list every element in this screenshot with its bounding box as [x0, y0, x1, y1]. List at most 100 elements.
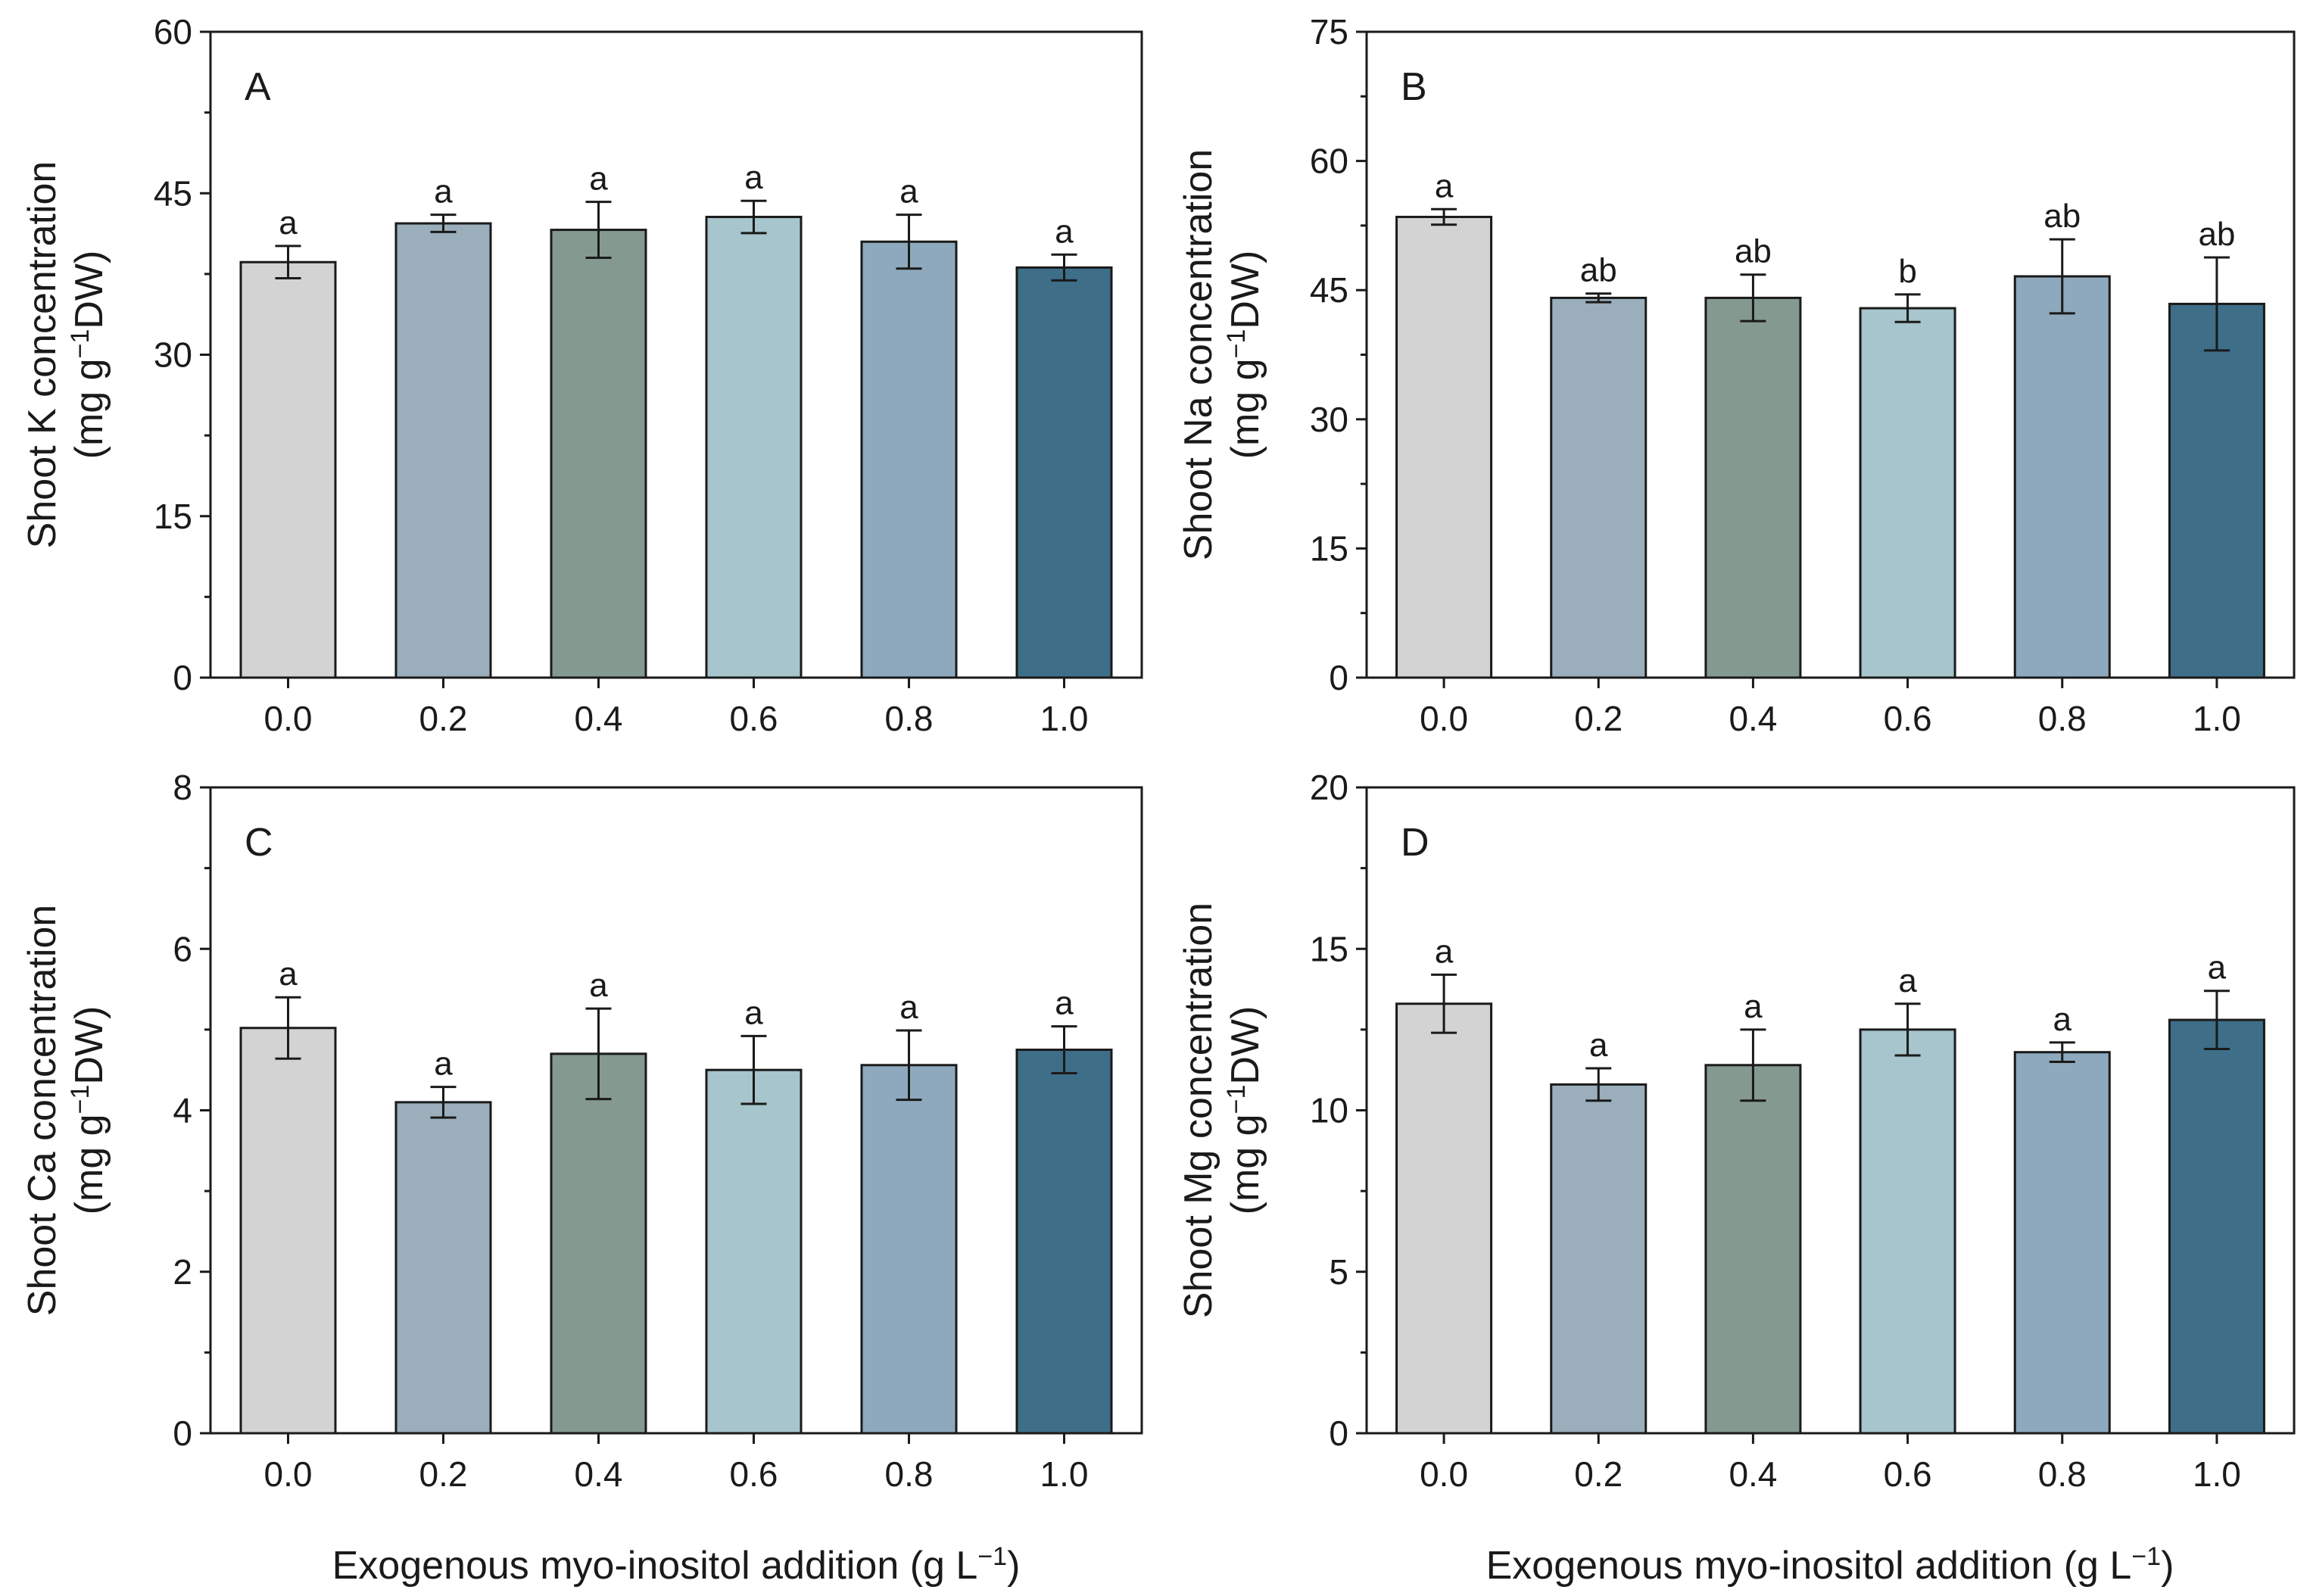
significance-label-a-3: a: [744, 159, 763, 196]
x-tick-label-b-5: 1.0: [2193, 699, 2241, 738]
y-tick-label-d: 15: [1310, 929, 1348, 968]
x-tick-label-a-3: 0.6: [730, 699, 778, 738]
panel-b: 0 15 30 45 60 75 a 0.0 ab 0.2 ab 0.4 b 0.6 ab 0.8 ab 1.0 B…: [1177, 12, 2296, 738]
x-axis-label-right: Exogenous myo-inositol addition (g L−1): [1486, 1542, 2174, 1588]
plot-frame-c: [209, 786, 1143, 1435]
y-axis-unit-c: (mg g−1DW): [66, 1006, 111, 1215]
x-tick-label-c-3: 0.6: [730, 1454, 778, 1494]
bar-a-3: [705, 216, 803, 679]
bar-c-0: [239, 1027, 337, 1435]
y-axis-label-d: Shoot Mg concentration: [1177, 902, 1220, 1318]
x-tick-label-a-0: 0.0: [264, 699, 313, 738]
y-tick-label-b: 60: [1310, 142, 1348, 181]
x-tick-label-c-5: 1.0: [1040, 1454, 1089, 1494]
significance-label-c-0: a: [279, 955, 298, 993]
x-tick-label-d-1: 0.2: [1574, 1454, 1623, 1494]
x-tick-label-b-4: 0.8: [2038, 699, 2087, 738]
x-tick-label-b-3: 0.6: [1884, 699, 1932, 738]
bar-b-4: [2013, 275, 2111, 679]
significance-label-b-0: a: [1435, 167, 1454, 204]
y-tick-label-d: 20: [1310, 768, 1348, 807]
panel-letter-a: A: [245, 65, 271, 109]
significance-label-b-3: b: [1898, 253, 1916, 290]
bar-c-1: [394, 1101, 492, 1435]
panel-letter-b: B: [1401, 65, 1427, 109]
y-axis-label-a: Shoot K concentration: [20, 161, 64, 549]
x-axis-label-left: Exogenous myo-inositol addition (g L−1): [332, 1542, 1021, 1588]
bar-a-1: [394, 222, 492, 679]
significance-label-d-4: a: [2053, 1001, 2072, 1038]
bar-d-3: [1859, 1028, 1956, 1435]
y-tick-label-b: 30: [1310, 400, 1348, 439]
panel-letter-c: C: [245, 821, 273, 865]
y-tick-label-d: 10: [1310, 1091, 1348, 1130]
y-tick-label-a: 45: [154, 173, 192, 213]
x-tick-label-b-2: 0.4: [1729, 699, 1777, 738]
significance-label-c-5: a: [1055, 985, 1074, 1022]
bar-d-4: [2013, 1051, 2111, 1435]
x-tick-label-c-4: 0.8: [885, 1454, 934, 1494]
significance-label-a-1: a: [434, 173, 453, 210]
x-tick-label-d-3: 0.6: [1884, 1454, 1932, 1494]
bar-b-5: [2168, 302, 2265, 679]
y-axis-unit-a: (mg g−1DW): [66, 251, 111, 460]
y-tick-label-c: 4: [173, 1091, 192, 1130]
significance-label-a-4: a: [899, 173, 918, 210]
bar-a-2: [550, 229, 647, 679]
y-tick-label-a: 30: [154, 335, 192, 375]
significance-label-c-4: a: [899, 989, 918, 1026]
bar-c-2: [550, 1052, 647, 1435]
y-axis-unit-b: (mg g−1DW): [1222, 251, 1267, 460]
y-tick-label-c: 2: [173, 1252, 192, 1292]
x-tick-label-d-5: 1.0: [2193, 1454, 2241, 1494]
x-tick-label-a-2: 0.4: [575, 699, 623, 738]
bar-b-1: [1550, 296, 1648, 679]
plot-frame-d: [1365, 786, 2296, 1435]
significance-label-d-0: a: [1435, 933, 1454, 970]
significance-label-a-5: a: [1055, 213, 1074, 250]
significance-label-b-4: ab: [2043, 198, 2081, 235]
plot-frame-a: [209, 30, 1143, 679]
bar-b-3: [1859, 307, 1956, 679]
significance-label-b-5: ab: [2198, 216, 2235, 253]
x-tick-label-d-2: 0.4: [1729, 1454, 1777, 1494]
bar-c-5: [1015, 1049, 1113, 1435]
bar-d-1: [1550, 1083, 1648, 1435]
bar-d-2: [1704, 1064, 1802, 1435]
plot-frame-b: [1365, 30, 2296, 679]
y-axis-label-b: Shoot Na concentration: [1177, 149, 1220, 560]
y-tick-label-a: 0: [173, 658, 192, 697]
significance-label-c-1: a: [434, 1046, 453, 1083]
panel-a: 0 15 30 45 60 a 0.0 a 0.2 a 0.4 a 0.6 a 0.8 a 1.0 A Shoot …: [20, 12, 1143, 738]
x-tick-label-b-0: 0.0: [1420, 699, 1468, 738]
significance-label-b-2: ab: [1735, 233, 1772, 270]
y-tick-label-b: 0: [1329, 658, 1348, 697]
y-tick-label-a: 15: [154, 497, 192, 536]
x-tick-label-c-0: 0.0: [264, 1454, 313, 1494]
y-tick-label-c: 8: [173, 768, 192, 807]
y-tick-label-c: 0: [173, 1414, 192, 1453]
x-tick-label-d-4: 0.8: [2038, 1454, 2087, 1494]
x-tick-label-d-0: 0.0: [1420, 1454, 1468, 1494]
bar-b-0: [1395, 216, 1493, 679]
bar-a-5: [1015, 266, 1113, 679]
bar-b-2: [1704, 296, 1802, 679]
y-tick-label-b: 45: [1310, 270, 1348, 310]
significance-label-d-1: a: [1589, 1027, 1608, 1064]
significance-label-b-1: ab: [1580, 252, 1617, 289]
significance-label-d-3: a: [1898, 962, 1917, 999]
significance-label-a-0: a: [279, 204, 298, 242]
x-tick-label-a-5: 1.0: [1040, 699, 1089, 738]
significance-label-d-5: a: [2208, 949, 2227, 987]
bar-a-0: [239, 260, 337, 679]
y-tick-label-a: 60: [154, 12, 192, 51]
bar-c-4: [860, 1064, 958, 1435]
panel-c: 0 2 4 6 8 a 0.0 a 0.2 a 0.4 a 0.6 a 0.8 a 1.0 C Shoot Ca c…: [20, 768, 1143, 1494]
significance-label-d-2: a: [1744, 988, 1763, 1025]
bar-a-4: [860, 240, 958, 679]
x-tick-label-c-1: 0.2: [419, 1454, 468, 1494]
y-tick-label-d: 5: [1329, 1252, 1348, 1292]
y-tick-label-c: 6: [173, 929, 192, 968]
bar-c-3: [705, 1068, 803, 1435]
